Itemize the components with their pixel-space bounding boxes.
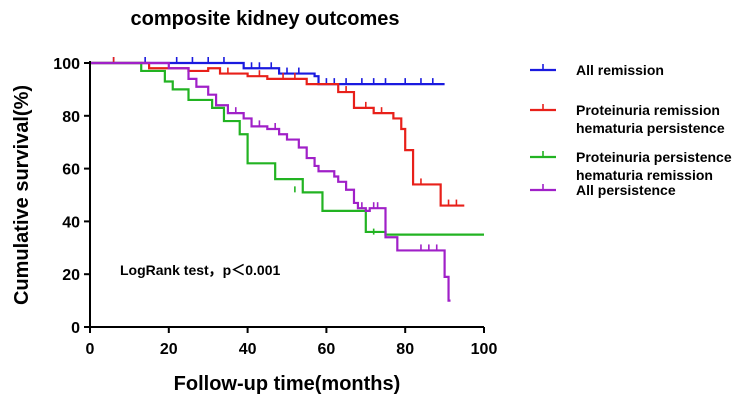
y-tick-label: 60	[62, 162, 80, 179]
y-tick-label: 20	[62, 267, 80, 284]
axes: 0 20 40 60 80 100 0 20 40 60 80 100	[53, 56, 497, 358]
y-tick-label: 0	[71, 320, 80, 337]
x-tick-label: 80	[396, 341, 414, 358]
series-line-4	[90, 61, 451, 302]
series-line-2	[90, 61, 465, 207]
legend-item-1: All remission	[530, 62, 664, 78]
y-tick-label: 100	[53, 56, 80, 73]
legend-item-2: Proteinuria remission hematuria persisten…	[530, 102, 725, 136]
plot-area	[90, 57, 484, 302]
x-tick-label: 60	[318, 341, 336, 358]
x-tick-label: 40	[239, 341, 257, 358]
legend-label: Proteinuria persistence hematuria remissi…	[576, 149, 732, 183]
legend-item-4: All persistence	[530, 182, 676, 198]
series-line-1	[90, 61, 445, 86]
legend-item-3: Proteinuria persistence hematuria remissi…	[530, 149, 732, 183]
y-tick-label: 80	[62, 109, 80, 126]
legend-label: Proteinuria remission hematuria persisten…	[576, 102, 725, 136]
legend-label: All remission	[576, 62, 664, 78]
x-axis-label: Follow-up time(months)	[174, 373, 401, 395]
x-tick-label: 100	[471, 341, 498, 358]
y-axis-label: Cumulative survival(%)	[11, 85, 33, 305]
y-tick-label: 40	[62, 214, 80, 231]
chart-title: composite kidney outcomes	[131, 8, 400, 30]
series-line-3	[90, 61, 484, 236]
legend: All remission Proteinuria remission hematu…	[530, 62, 732, 198]
logrank-annotation: LogRank test，p＜0.001	[120, 262, 280, 278]
x-tick-label: 20	[160, 341, 178, 358]
legend-label: All persistence	[576, 182, 676, 198]
x-tick-label: 0	[86, 341, 95, 358]
